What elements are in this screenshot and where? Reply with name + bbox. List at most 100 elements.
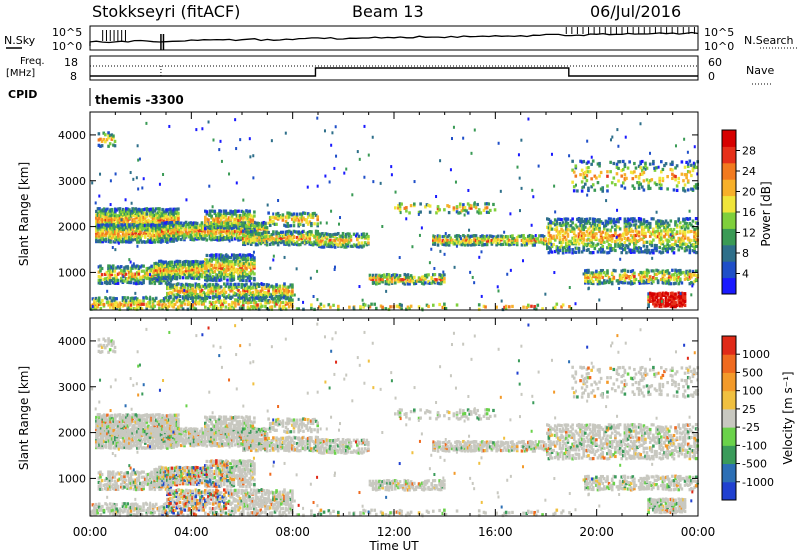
power-cell: [259, 235, 262, 240]
power-cell: [466, 234, 470, 238]
power-cell: [145, 229, 149, 234]
power-cell: [264, 241, 267, 245]
power-cell: [98, 224, 101, 228]
power-cell: [162, 268, 166, 272]
power-cell: [118, 220, 122, 224]
power-cell: [661, 220, 665, 224]
power-cell: [107, 281, 110, 285]
power-cell: [386, 272, 389, 277]
power-cell: [215, 295, 218, 299]
power-cell: [240, 230, 243, 234]
power-cell: [248, 212, 251, 216]
power-cell: [674, 305, 677, 309]
power-cell: [227, 237, 231, 241]
power-cell: [272, 230, 275, 234]
power-cell: [268, 215, 272, 220]
power-cell: [314, 238, 318, 242]
power-cell: [660, 222, 663, 226]
power-cell: [213, 285, 217, 289]
power-cell: [232, 231, 235, 235]
power-cell: [162, 210, 166, 214]
power-cell: [123, 227, 127, 232]
power-cell: [227, 216, 231, 220]
power-cell: [188, 266, 191, 270]
power-cell: [156, 211, 160, 215]
power-cell: [232, 306, 236, 311]
power-cell: [291, 289, 294, 293]
power-cell: [549, 234, 552, 238]
power-cell: [158, 275, 161, 279]
power-cell: [173, 295, 177, 299]
power-cell: [245, 254, 248, 258]
power-cell: [482, 208, 486, 212]
power-cell: [224, 305, 228, 309]
power-cell: [208, 224, 212, 228]
power-cell: [690, 243, 693, 247]
power-cell: [476, 210, 479, 214]
power-cell: [93, 302, 96, 307]
power-cell: [319, 302, 323, 306]
power-cell: [460, 243, 464, 247]
power-cell: [561, 234, 565, 238]
power-cell: [120, 209, 123, 214]
power-cell: [216, 212, 220, 216]
power-cell: [281, 234, 285, 238]
power-cell: [381, 274, 384, 278]
power-cell: [102, 302, 106, 307]
power-cell: [131, 223, 134, 227]
power-cell: [568, 224, 571, 228]
power-cell: [96, 228, 100, 232]
power-cell: [234, 282, 237, 286]
power-cell: [145, 304, 149, 308]
power-cell: [579, 229, 582, 233]
power-cell: [653, 277, 657, 281]
power-cell: [634, 240, 638, 244]
power-cell: [246, 210, 250, 214]
power-cell: [623, 247, 627, 251]
power-cell: [650, 277, 654, 282]
power-cell: [297, 224, 301, 228]
power-cell: [683, 277, 687, 281]
power-cell: [655, 292, 658, 296]
power-cell: [192, 276, 196, 281]
power-cell: [112, 305, 115, 309]
power-cell: [115, 220, 119, 224]
power-cell: [232, 274, 236, 278]
power-cell: [153, 229, 157, 233]
power-cell: [302, 240, 305, 244]
power-cell: [112, 234, 116, 238]
power-cell: [113, 300, 117, 305]
power-cell: [248, 285, 251, 289]
power-cell: [291, 213, 294, 217]
power-cell: [471, 234, 475, 238]
power-cell: [650, 240, 654, 245]
power-cell: [555, 248, 559, 252]
power-cell: [249, 291, 253, 296]
power-cell: [477, 303, 481, 307]
power-cell: [270, 220, 274, 224]
power-cell: [194, 307, 198, 311]
power-cell: [169, 266, 172, 271]
power-cell: [671, 231, 674, 236]
power-cell: [610, 234, 614, 238]
power-cell: [533, 238, 536, 242]
power-cell: [185, 298, 188, 302]
power-cell: [177, 222, 180, 226]
power-cell: [118, 207, 122, 211]
power-cell: [306, 240, 310, 244]
power-cell: [264, 291, 267, 295]
power-cell: [679, 237, 682, 241]
power-cell: [634, 242, 638, 246]
power-cell: [677, 294, 681, 299]
power-cell: [237, 238, 240, 242]
power-cell: [598, 281, 601, 286]
power-cell: [251, 285, 255, 289]
power-cell: [155, 226, 158, 230]
power-cell: [291, 238, 294, 242]
power-cell: [96, 305, 99, 309]
power-cell: [566, 234, 570, 238]
power-cell: [101, 240, 104, 244]
power-cell: [213, 226, 217, 230]
power-cell: [181, 231, 185, 235]
power-cell: [136, 224, 139, 228]
